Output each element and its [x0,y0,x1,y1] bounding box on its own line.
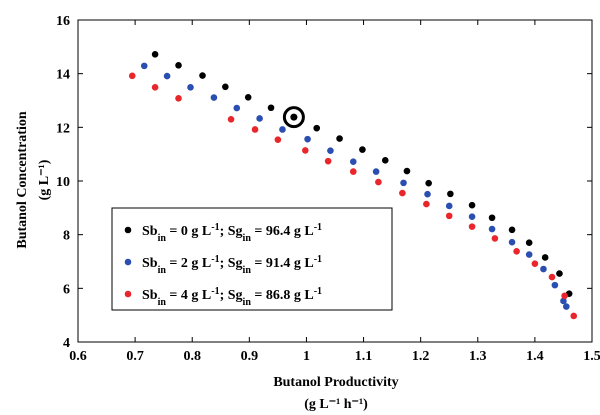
y-tick-label: 16 [56,14,70,29]
data-point-series-1 [445,202,453,210]
data-point-series-0 [336,135,343,142]
x-axis-label: Butanol Productivity [273,375,398,390]
data-point-series-2 [468,223,476,230]
data-point-series-1 [540,265,547,273]
data-point-series-2 [513,248,520,255]
data-point-series-2 [151,84,159,91]
legend: Sbin = 0 g L-1; Sgin = 96.4 g L-1 Sbin = … [111,207,393,311]
y-tick-label: 4 [63,336,70,351]
legend-label-2: Sbin = 4 g L-1; Sgin = 86.8 g L-1 [142,286,322,308]
x-tick-label: 0.9 [241,349,259,364]
x-tick-label: 1.5 [583,349,600,364]
data-point-series-0 [313,124,321,132]
data-point-series-1 [563,303,570,310]
highlight-point [290,113,298,121]
data-point-series-0 [151,51,159,58]
data-point-series-0 [488,214,496,222]
x-tick-label: 1.3 [469,349,487,364]
legend-marker-1 [124,258,132,266]
data-point-series-0 [403,167,411,175]
data-point-series-1 [551,281,559,289]
data-point-series-1 [327,147,334,154]
data-point-series-0 [508,226,516,234]
data-point-series-1 [233,104,241,112]
x-tick-label: 1.4 [526,349,544,364]
data-point-series-0 [381,157,389,164]
data-point-series-1 [468,213,476,220]
y-tick-label: 6 [63,282,70,297]
legend-label-1: Sbin = 2 g L-1; Sgin = 91.4 g L-1 [142,254,322,276]
data-point-series-0 [267,104,275,112]
data-point-series-0 [447,190,454,198]
data-point-series-2 [227,115,235,123]
data-point-series-1 [187,84,194,91]
data-point-series-1 [256,115,263,122]
data-point-series-2 [349,168,357,175]
data-point-series-1 [424,190,431,198]
data-point-series-1 [140,62,148,70]
x-tick-label: 1.1 [355,349,373,364]
data-point-series-1 [279,126,286,133]
data-point-series-0 [359,146,366,153]
y-tick-label: 8 [63,229,70,244]
data-point-series-0 [199,72,206,79]
legend-marker-2 [124,290,132,298]
data-points [128,51,578,320]
data-point-series-2 [548,273,556,281]
x-tick-label: 0.8 [183,349,201,364]
data-point-series-0 [244,93,252,101]
data-point-series-1 [304,135,311,143]
data-point-series-0 [468,201,476,209]
data-point-series-1 [508,238,516,246]
data-point-series-2 [324,157,332,165]
data-point-series-1 [525,251,533,258]
data-point-series-1 [210,94,218,101]
data-point-series-2 [251,126,259,133]
y-tick-label: 12 [56,121,70,136]
data-point-series-2 [302,147,309,154]
data-point-series-0 [222,83,229,91]
y-axis-unit: (g L⁻¹) [37,159,52,200]
data-point-series-2 [445,212,453,220]
data-point-series-0 [525,239,533,247]
data-point-series-2 [423,200,430,208]
data-point-series-1 [163,72,171,80]
highlight-ring [282,106,305,129]
x-tick-label: 0.7 [126,349,144,364]
data-point-series-1 [400,179,407,187]
legend-marker-0 [124,226,132,234]
data-point-series-2 [531,260,539,267]
data-point-series-2 [274,136,282,143]
y-tick-label: 10 [56,175,70,190]
y-tick-label: 14 [56,68,70,83]
data-point-series-2 [561,292,568,300]
data-point-series-1 [488,225,496,233]
data-point-series-0 [556,270,563,277]
data-point-series-2 [375,178,382,186]
x-tick-label: 1 [303,349,310,364]
legend-label-0: Sbin = 0 g L-1; Sgin = 96.4 g L-1 [142,222,322,244]
data-point-series-2 [399,189,406,197]
x-tick-label: 1.2 [412,349,430,364]
data-point-series-0 [175,62,182,69]
legend-box [111,207,393,311]
data-point-series-1 [349,158,357,165]
data-point-series-1 [560,297,567,305]
axis-ticks: 0.6 0.7 0.8 0.9 1 1.1 1.2 1.3 1.4 1.5 4 6 8 10 12 14 16 [56,14,600,364]
data-point-series-2 [570,312,578,320]
y-axis-label: Butanol Concentration [15,111,30,249]
data-point-series-0 [425,179,432,187]
x-tick-label: 0.6 [69,349,87,364]
data-point-series-2 [491,235,499,242]
data-point-series-1 [372,168,380,175]
data-point-series-2 [128,72,136,80]
x-axis-unit: (g L⁻¹ h⁻¹) [304,397,368,412]
data-point-series-2 [175,95,182,102]
data-point-series-0 [541,254,549,261]
